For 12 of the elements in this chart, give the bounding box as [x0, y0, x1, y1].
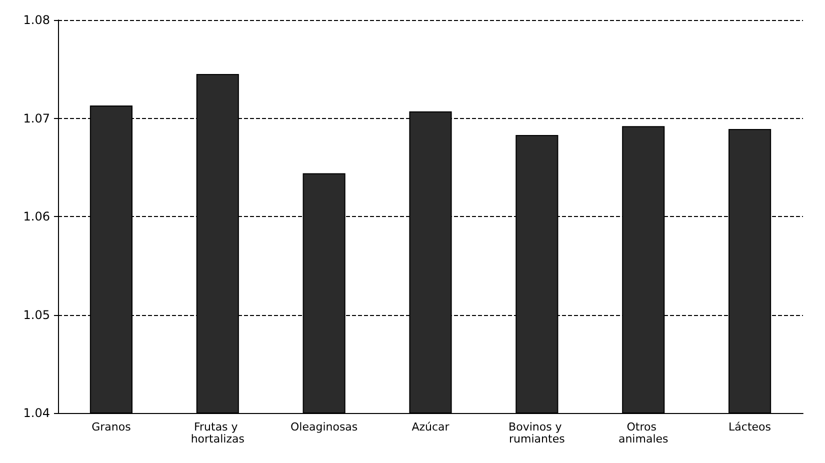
x-tick-label: Otros animales	[618, 420, 669, 446]
y-tick-label: 1.05	[23, 308, 50, 322]
y-tick-label: 1.04	[23, 406, 50, 420]
x-tick-label: Bovinos y rumiantes	[508, 420, 566, 446]
x-tick-label: Lácteos	[728, 420, 772, 434]
x-tick-label: Azúcar	[412, 420, 450, 434]
x-tick-label: Granos	[92, 420, 132, 434]
x-tick-label: Frutas y hortalizas	[190, 420, 245, 446]
y-tick-label: 1.08	[23, 13, 50, 27]
y-tick-label: 1.07	[23, 111, 50, 126]
y-tick-label: 1.06	[23, 210, 50, 224]
x-tick-label: Oleaginosas	[290, 420, 358, 434]
